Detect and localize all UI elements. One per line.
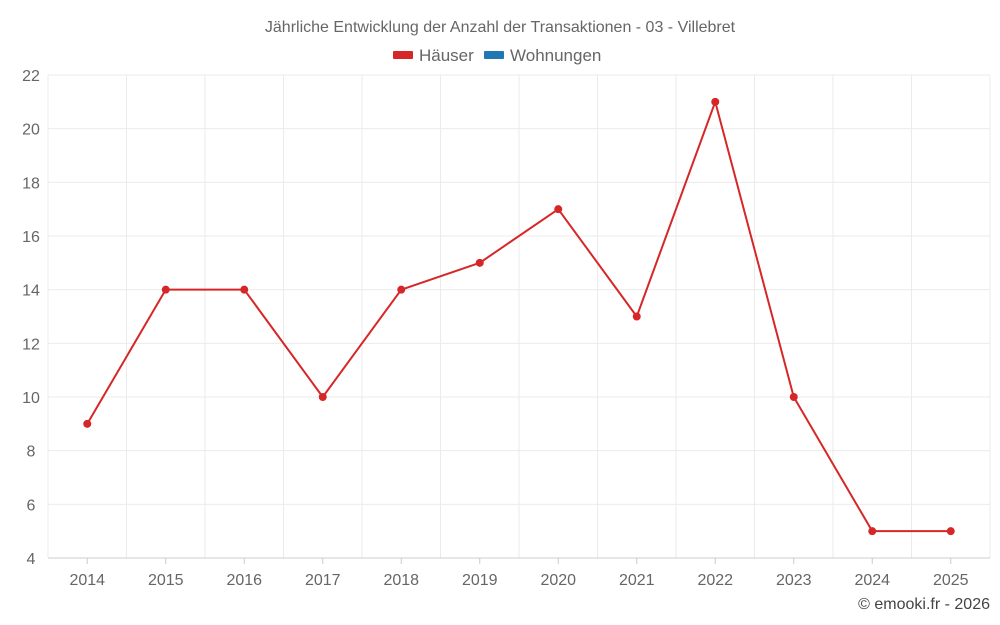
data-point[interactable] [554,205,563,214]
y-tick-label: 14 [22,283,40,300]
legend-swatch-haeuser[interactable] [393,51,413,59]
legend-label-wohnungen[interactable]: Wohnungen [510,46,601,65]
data-point[interactable] [632,312,641,321]
series-line-0 [86,100,951,533]
y-tick-label: 6 [27,497,36,514]
x-tick-label: 2025 [933,572,969,589]
credit-text: © emooki.fr - 2026 [858,596,990,613]
data-point[interactable] [83,419,92,428]
x-tick-label: 2015 [148,572,184,589]
data-point[interactable] [318,393,327,401]
x-tick-label: 2017 [305,572,341,589]
data-point[interactable] [789,393,798,401]
data-point[interactable] [475,258,484,267]
y-tick-label: 22 [22,68,40,85]
x-tick-label: 2016 [226,572,262,589]
y-tick-label: 16 [22,229,40,246]
data-point[interactable] [240,285,249,294]
y-tick-label: 10 [22,390,40,407]
data-point[interactable] [711,97,720,106]
data-point[interactable] [946,527,955,536]
x-tick-label: 2023 [776,572,812,589]
y-tick-label: 8 [27,444,36,461]
data-point[interactable] [161,285,170,294]
series-layer [83,97,955,536]
x-tick-label: 2022 [697,572,733,589]
x-tick-label: 2018 [383,572,419,589]
y-axis-ticks: 4 6 8 10 12 14 16 18 20 22 [22,68,40,568]
legend: Häuser Wohnungen [393,46,601,65]
data-point[interactable] [868,527,877,536]
chart-title: Jährliche Entwicklung der Anzahl der Tra… [265,19,736,36]
legend-label-haeuser[interactable]: Häuser [419,46,474,65]
y-tick-label: 20 [22,122,40,139]
x-tick-label: 2019 [462,572,498,589]
y-tick-label: 12 [22,336,40,353]
y-tick-label: 18 [22,175,40,192]
x-tick-label: 2020 [540,572,576,589]
x-tick-label: 2014 [69,572,105,589]
y-tick-label: 4 [27,551,36,568]
gridlines [47,74,991,558]
x-axis-ticks: 2014 2015 2016 2017 2018 2019 2020 2021 2022 2023… [69,558,969,589]
legend-swatch-wohnungen[interactable] [484,51,504,59]
x-tick-label: 2024 [854,572,890,589]
x-tick-label: 2021 [619,572,655,589]
data-point[interactable] [397,285,406,294]
